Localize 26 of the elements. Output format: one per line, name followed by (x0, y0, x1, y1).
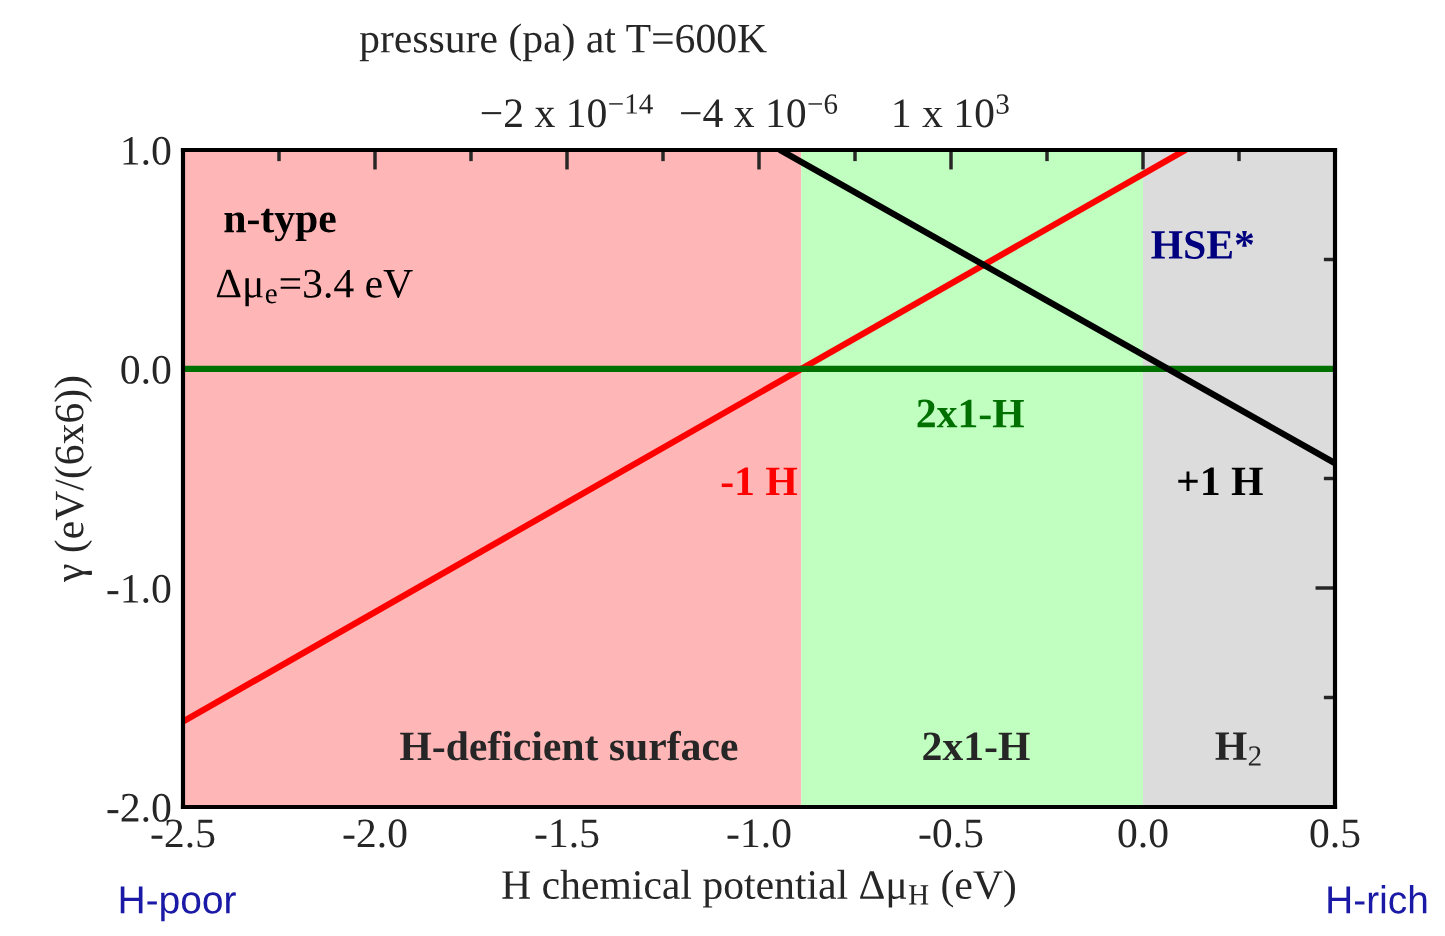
text: H-rich (1328, 885, 1427, 914)
band-label: 2x1-H (923, 732, 1030, 761)
band-label: H$_{2}$ (1215, 732, 1261, 766)
series-label: -1 H (721, 467, 798, 496)
annotation: n-type (224, 208, 336, 242)
annotation: HSE* (1151, 230, 1254, 259)
annotation: −2 x 10$^{−14}$ (481, 94, 653, 128)
y-tick-label: 0.0 (121, 355, 171, 385)
text: H-poor (120, 886, 236, 922)
x-tick-label: 0.5 (1310, 819, 1360, 848)
annotation: 1 x 10$^{3}$ (894, 94, 1009, 128)
y-axis-title: γ (eV/(6x6)) (54, 376, 93, 583)
annotation: Δμ$_{e}$=3.4 eV (216, 269, 413, 307)
x-axis-title: H chemical potential Δμ$_{H}$ (eV) (502, 869, 1015, 908)
annotation: −4 x 10$^{−6}$ (681, 94, 838, 128)
x-tick-label: -2.0 (343, 819, 407, 848)
y-tick-label: -1.0 (107, 574, 171, 604)
x-tick-label: -1.0 (727, 819, 791, 848)
series-label: 2x1-H (917, 399, 1024, 428)
band-label: H-deficient surface (400, 730, 738, 761)
x-tick-label: 0.0 (1118, 819, 1168, 848)
x-tick-label: -1.5 (535, 819, 599, 848)
x2-axis-title: pressure (pa) at T=600K (359, 23, 767, 62)
x-tick-label: -0.5 (919, 819, 983, 848)
series-label: +1 H (1178, 467, 1263, 496)
y-tick-label: 1.0 (123, 136, 171, 166)
